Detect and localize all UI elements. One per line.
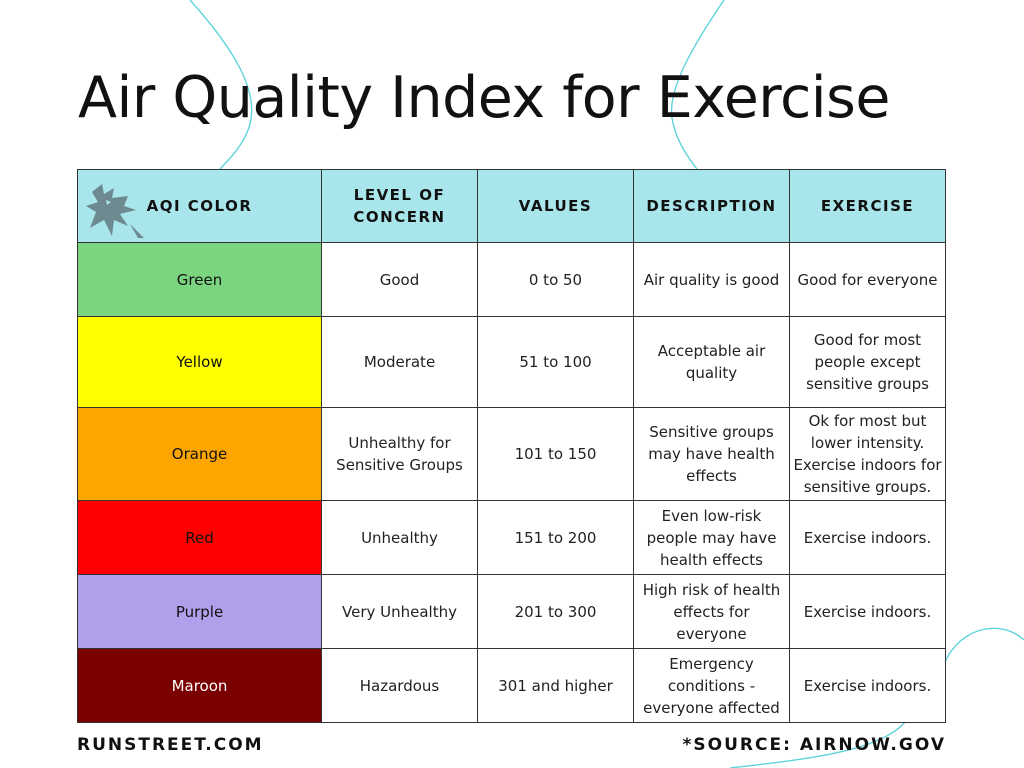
footer-site: RUNSTREET.COM — [77, 735, 264, 755]
page-title: Air Quality Index for Exercise — [78, 65, 890, 131]
values-cell: 151 to 200 — [477, 500, 634, 575]
table-row: Red Unhealthy 151 to 200 Even low-risk p… — [77, 500, 946, 575]
values-cell: 51 to 100 — [477, 316, 634, 408]
exercise-cell: Good for everyone — [789, 242, 946, 317]
level-cell: Unhealthy for Sensitive Groups — [321, 407, 478, 501]
table-row: Yellow Moderate 51 to 100 Acceptable air… — [77, 316, 946, 408]
values-cell: 201 to 300 — [477, 574, 634, 649]
level-cell: Very Unhealthy — [321, 574, 478, 649]
description-cell: Even low-risk people may have health eff… — [633, 500, 790, 575]
description-cell: Air quality is good — [633, 242, 790, 317]
description-cell: Sensitive groups may have health effects — [633, 407, 790, 501]
exercise-cell: Exercise indoors. — [789, 500, 946, 575]
aqi-color-cell: Red — [77, 500, 322, 575]
header-exercise: EXERCISE — [789, 169, 946, 243]
aqi-table: AQI COLOR LEVEL OF CONCERN VALUES DESCRI… — [77, 169, 946, 723]
header-aqi-color-label: AQI COLOR — [146, 197, 253, 215]
aqi-color-cell: Yellow — [77, 316, 322, 408]
values-cell: 101 to 150 — [477, 407, 634, 501]
deco-line-right — [670, 0, 725, 170]
aqi-color-cell: Green — [77, 242, 322, 317]
level-cell: Good — [321, 242, 478, 317]
header-values: VALUES — [477, 169, 634, 243]
exercise-cell: Exercise indoors. — [789, 648, 946, 723]
values-cell: 0 to 50 — [477, 242, 634, 317]
table-row: Orange Unhealthy for Sensitive Groups 10… — [77, 407, 946, 501]
table-row: Maroon Hazardous 301 and higher Emergenc… — [77, 648, 946, 723]
level-cell: Hazardous — [321, 648, 478, 723]
wolf-logo-icon — [86, 184, 144, 238]
deco-line-left — [189, 0, 253, 170]
table-row: Purple Very Unhealthy 201 to 300 High ri… — [77, 574, 946, 649]
deco-line-bottom-right — [944, 627, 1024, 663]
aqi-color-cell: Orange — [77, 407, 322, 501]
header-description: DESCRIPTION — [633, 169, 790, 243]
table-header-row: AQI COLOR LEVEL OF CONCERN VALUES DESCRI… — [77, 169, 946, 243]
header-level-of-concern: LEVEL OF CONCERN — [321, 169, 478, 243]
header-aqi-color: AQI COLOR — [77, 169, 322, 243]
exercise-cell: Exercise indoors. — [789, 574, 946, 649]
aqi-color-cell: Maroon — [77, 648, 322, 723]
level-cell: Unhealthy — [321, 500, 478, 575]
exercise-cell: Good for most people except sensitive gr… — [789, 316, 946, 408]
level-cell: Moderate — [321, 316, 478, 408]
description-cell: High risk of health effects for everyone — [633, 574, 790, 649]
deco-line-bottom-arc — [729, 721, 906, 768]
aqi-color-cell: Purple — [77, 574, 322, 649]
footer-source: *SOURCE: AIRNOW.GOV — [682, 735, 946, 755]
exercise-cell: Ok for most but lower intensity. Exercis… — [789, 407, 946, 501]
description-cell: Acceptable air quality — [633, 316, 790, 408]
table-row: Green Good 0 to 50 Air quality is good G… — [77, 242, 946, 317]
values-cell: 301 and higher — [477, 648, 634, 723]
description-cell: Emergency conditions - everyone affected — [633, 648, 790, 723]
